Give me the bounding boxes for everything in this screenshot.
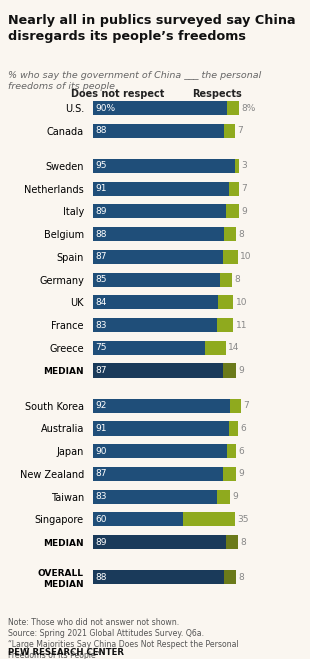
- Bar: [93, 421, 229, 436]
- Text: 9: 9: [239, 469, 244, 478]
- Text: 6: 6: [239, 447, 244, 455]
- Text: 88: 88: [95, 230, 107, 239]
- Bar: [223, 467, 237, 481]
- Bar: [235, 159, 239, 173]
- Bar: [229, 182, 239, 196]
- Text: 90: 90: [95, 447, 107, 455]
- Text: Does not respect: Does not respect: [71, 88, 165, 98]
- Bar: [93, 512, 183, 527]
- Text: 9: 9: [241, 207, 247, 216]
- Text: Note: Those who did not answer not shown.
Source: Spring 2021 Global Attitudes S: Note: Those who did not answer not shown…: [8, 618, 238, 659]
- Bar: [93, 341, 205, 355]
- Text: Respects: Respects: [193, 88, 242, 98]
- Bar: [224, 570, 237, 585]
- Bar: [93, 250, 223, 264]
- Bar: [228, 444, 237, 458]
- Text: 89: 89: [95, 207, 107, 216]
- Text: 88: 88: [95, 127, 107, 135]
- Text: 8: 8: [239, 573, 244, 582]
- Text: 9: 9: [239, 366, 244, 375]
- Bar: [93, 204, 226, 219]
- Text: 87: 87: [95, 469, 107, 478]
- Bar: [93, 444, 228, 458]
- Text: 6: 6: [240, 424, 246, 433]
- Bar: [93, 124, 224, 138]
- Bar: [93, 570, 224, 585]
- Bar: [93, 159, 235, 173]
- Bar: [224, 227, 237, 241]
- Text: 83: 83: [95, 320, 107, 330]
- Bar: [230, 399, 241, 413]
- Text: 3: 3: [241, 161, 247, 171]
- Bar: [220, 273, 232, 287]
- Bar: [93, 295, 219, 309]
- Bar: [93, 490, 217, 503]
- Text: 10: 10: [240, 252, 252, 262]
- Text: 90%: 90%: [95, 103, 115, 113]
- Bar: [183, 512, 235, 527]
- Bar: [223, 250, 238, 264]
- Text: 7: 7: [241, 185, 247, 193]
- Text: 95: 95: [95, 161, 107, 171]
- Bar: [93, 318, 217, 332]
- Bar: [93, 227, 224, 241]
- Bar: [226, 204, 239, 219]
- Bar: [224, 124, 235, 138]
- Text: 14: 14: [228, 343, 240, 353]
- Text: 8%: 8%: [241, 103, 256, 113]
- Text: 84: 84: [95, 298, 107, 307]
- Text: PEW RESEARCH CENTER: PEW RESEARCH CENTER: [8, 648, 124, 657]
- Text: 91: 91: [95, 424, 107, 433]
- Text: % who say the government of China ___ the personal
freedoms of its people: % who say the government of China ___ th…: [8, 71, 261, 91]
- Text: 9: 9: [232, 492, 238, 501]
- Text: 8: 8: [239, 230, 244, 239]
- Bar: [93, 182, 229, 196]
- Text: 10: 10: [236, 298, 247, 307]
- Text: 83: 83: [95, 492, 107, 501]
- Text: 92: 92: [95, 401, 107, 411]
- Bar: [223, 364, 237, 378]
- Bar: [93, 399, 230, 413]
- Text: Nearly all in publics surveyed say China
disregards its people’s freedoms: Nearly all in publics surveyed say China…: [8, 14, 295, 43]
- Text: 85: 85: [95, 275, 107, 284]
- Text: 91: 91: [95, 185, 107, 193]
- Bar: [228, 101, 239, 115]
- Bar: [217, 490, 230, 503]
- Bar: [219, 295, 233, 309]
- Text: 87: 87: [95, 366, 107, 375]
- Text: 75: 75: [95, 343, 107, 353]
- Text: 88: 88: [95, 573, 107, 582]
- Bar: [93, 364, 223, 378]
- Text: 8: 8: [234, 275, 240, 284]
- Bar: [226, 535, 238, 549]
- Text: 89: 89: [95, 538, 107, 546]
- Text: 7: 7: [237, 127, 243, 135]
- Bar: [205, 341, 226, 355]
- Text: 60: 60: [95, 515, 107, 524]
- Bar: [93, 535, 226, 549]
- Bar: [93, 101, 228, 115]
- Text: 7: 7: [243, 401, 249, 411]
- Text: 11: 11: [236, 320, 247, 330]
- Text: 8: 8: [240, 538, 246, 546]
- Bar: [93, 467, 223, 481]
- Text: 35: 35: [237, 515, 249, 524]
- Bar: [217, 318, 233, 332]
- Bar: [229, 421, 238, 436]
- Text: 87: 87: [95, 252, 107, 262]
- Bar: [93, 273, 220, 287]
